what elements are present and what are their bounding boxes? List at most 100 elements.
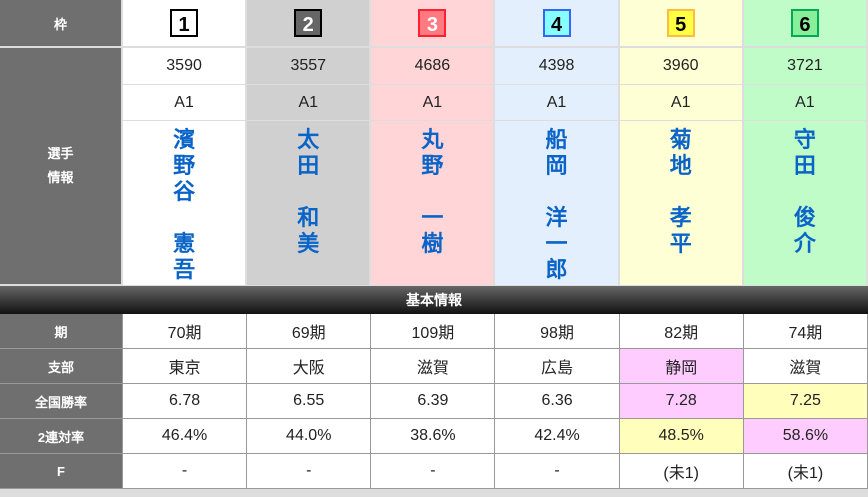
racer-class-cell: A1 — [247, 85, 372, 121]
racer-name-link[interactable]: 菊地 孝平 — [620, 127, 742, 257]
f-value: (未1) — [663, 465, 699, 482]
waku-cell: 3 — [371, 0, 496, 48]
branch-cell: 静岡 — [619, 349, 744, 384]
period-cell: 109期 — [371, 314, 496, 349]
racer-name-link[interactable]: 太田 和美 — [247, 127, 369, 257]
f-value: - — [181, 462, 188, 479]
national-rate-value: 6.36 — [541, 392, 573, 409]
national-rate-value: 7.25 — [789, 392, 821, 409]
racer-id: 3557 — [290, 57, 327, 74]
racer-id: 4686 — [414, 57, 451, 74]
racer-name-cell: 濱野谷 憲吾 — [123, 121, 248, 286]
racer-name-cell: 丸野 一樹 — [371, 121, 496, 286]
label-f: F — [0, 454, 123, 489]
waku-cell: 2 — [247, 0, 372, 48]
national-rate-cell: 6.78 — [123, 384, 248, 419]
racer-class-cell: A1 — [619, 85, 744, 121]
racer-surname: 船岡 — [545, 127, 568, 178]
racer-class-cell: A1 — [123, 85, 248, 121]
racer-given-name: 洋一郎 — [545, 205, 568, 282]
f-cell: - — [495, 454, 620, 489]
racer-class: A1 — [174, 93, 194, 111]
racer-name-cell: 船岡 洋一郎 — [495, 121, 620, 286]
waku-cell: 6 — [743, 0, 868, 48]
racer-class-cell: A1 — [743, 85, 868, 121]
label-player-info-text: 選手 情報 — [47, 146, 74, 185]
national-rate-value: 6.55 — [293, 392, 325, 409]
racer-class-cell: A1 — [495, 85, 620, 121]
waku-number-badge: 4 — [542, 9, 571, 37]
period-cell: 69期 — [247, 314, 372, 349]
racer-class: A1 — [670, 93, 691, 111]
racer-name-link[interactable]: 守田 俊介 — [744, 127, 866, 257]
racer-surname: 太田 — [297, 127, 320, 178]
label-waku: 枠 — [0, 0, 123, 48]
racer-surname: 守田 — [793, 127, 816, 178]
branch-cell: 東京 — [123, 349, 248, 384]
period-value: 74期 — [788, 325, 823, 342]
quinella-rate-value: 42.4% — [534, 427, 580, 444]
branch-cell: 広島 — [495, 349, 620, 384]
racer-id-cell: 3590 — [123, 48, 248, 85]
branch-cell: 滋賀 — [743, 349, 868, 384]
national-rate-value: 6.39 — [417, 392, 449, 409]
f-value: - — [306, 462, 312, 479]
racer-id: 3960 — [662, 57, 699, 74]
f-value: - — [430, 462, 436, 479]
quinella-rate-cell: 58.6% — [743, 419, 868, 454]
period-value: 98期 — [540, 325, 574, 342]
racer-id: 3721 — [787, 57, 823, 74]
label-player-info: 選手 情報 — [0, 48, 123, 286]
racer-id: 3590 — [166, 57, 202, 74]
label-quinella-rate: 2連対率 — [0, 419, 123, 454]
label-branch: 支部 — [0, 349, 123, 384]
racer-name-cell: 守田 俊介 — [743, 121, 868, 286]
branch-cell: 大阪 — [247, 349, 372, 384]
branch-cell: 滋賀 — [371, 349, 496, 384]
racer-id: 4398 — [538, 57, 575, 74]
quinella-rate-cell: 38.6% — [371, 419, 496, 454]
branch-value: 静岡 — [665, 360, 698, 377]
national-rate-cell: 6.39 — [371, 384, 496, 419]
racer-surname: 丸野 — [421, 127, 444, 178]
national-rate-cell: 6.36 — [495, 384, 620, 419]
period-value: 69期 — [291, 325, 326, 342]
racer-id-cell: 3557 — [247, 48, 372, 85]
racer-class: A1 — [546, 93, 567, 111]
quinella-rate-value: 46.4% — [161, 427, 208, 444]
racer-given-name: 孝平 — [669, 205, 692, 256]
racer-name-link[interactable]: 濱野谷 憲吾 — [123, 127, 245, 283]
racer-given-name: 和美 — [297, 205, 320, 256]
f-cell: - — [123, 454, 248, 489]
quinella-rate-value: 48.5% — [658, 427, 704, 444]
waku-cell: 1 — [123, 0, 248, 48]
racer-name-link[interactable]: 丸野 一樹 — [371, 127, 493, 257]
section-header-basic-info: 基本情報 — [0, 286, 868, 314]
quinella-rate-value: 38.6% — [410, 427, 456, 444]
f-cell: - — [247, 454, 372, 489]
waku-cell: 5 — [619, 0, 744, 48]
racer-name-cell: 太田 和美 — [247, 121, 372, 286]
branch-value: 東京 — [168, 360, 201, 377]
racer-class: A1 — [298, 93, 319, 111]
waku-number-badge: 5 — [666, 9, 695, 37]
racer-class: A1 — [422, 93, 443, 111]
waku-number-badge: 2 — [294, 9, 323, 37]
f-value: (未1) — [787, 465, 824, 482]
racer-name-link[interactable]: 船岡 洋一郎 — [495, 127, 617, 283]
period-value: 82期 — [664, 325, 699, 342]
f-cell: (未1) — [743, 454, 868, 489]
label-national-rate: 全国勝率 — [0, 384, 123, 419]
f-value: - — [554, 462, 560, 479]
racer-surname: 菊地 — [669, 127, 692, 178]
national-rate-cell: 7.28 — [619, 384, 744, 419]
branch-value: 滋賀 — [789, 360, 822, 377]
racer-id-cell: 3721 — [743, 48, 868, 85]
quinella-rate-cell: 46.4% — [123, 419, 248, 454]
quinella-rate-cell: 48.5% — [619, 419, 744, 454]
waku-number-badge: 3 — [418, 9, 447, 37]
quinella-rate-value: 44.0% — [286, 427, 332, 444]
branch-value: 滋賀 — [416, 360, 449, 377]
national-rate-cell: 6.55 — [247, 384, 372, 419]
